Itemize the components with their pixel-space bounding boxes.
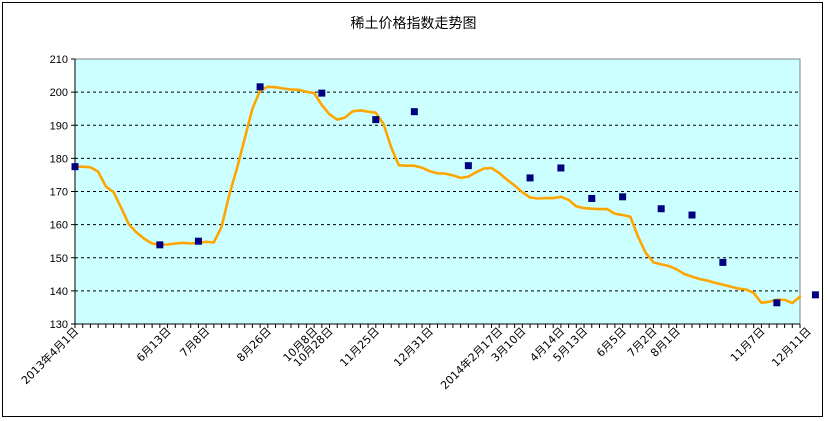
data-point-marker: [719, 258, 727, 266]
y-tick-label: 170: [50, 187, 68, 199]
data-point-marker: [318, 89, 326, 97]
data-point-marker: [410, 108, 418, 116]
markers: [71, 83, 819, 307]
data-point-marker: [773, 299, 781, 307]
x-tick-label: 2013年4月1日: [18, 324, 81, 387]
data-point-marker: [526, 174, 534, 182]
data-point-marker: [194, 237, 202, 245]
y-tick-label: 180: [50, 153, 68, 165]
y-tick-label: 140: [50, 286, 68, 298]
data-point-marker: [588, 194, 596, 202]
data-point-marker: [688, 211, 696, 219]
data-point-marker: [372, 116, 380, 124]
gridlines: [75, 91, 800, 292]
x-tick-label: 12月11日: [769, 325, 814, 370]
x-tick-label: 12月31日: [391, 325, 436, 370]
y-tick-label: 210: [50, 54, 68, 66]
x-tick-label: 11月25日: [337, 325, 382, 370]
data-point-marker: [156, 241, 164, 249]
x-tick-label: 8月26日: [234, 325, 274, 365]
data-point-marker: [71, 163, 79, 171]
data-point-marker: [811, 291, 819, 299]
data-point-marker: [256, 83, 264, 91]
x-tick-label: 11月7日: [728, 325, 768, 365]
x-tick-label: 7月8日: [178, 325, 213, 360]
y-tick-label: 200: [50, 87, 68, 99]
chart-title: 稀土价格指数走势图: [350, 16, 477, 32]
data-point-marker: [657, 205, 665, 213]
x-tick-label: 6月13日: [134, 325, 174, 365]
y-axis: 130 140 150 160 170 180 190 200 210: [50, 54, 76, 331]
data-point-marker: [557, 164, 565, 172]
data-point-marker: [464, 162, 472, 170]
y-tick-label: 150: [50, 253, 68, 265]
y-tick-label: 190: [50, 120, 68, 132]
y-tick-label: 160: [50, 220, 68, 232]
x-tick-label: 6月5日: [594, 325, 629, 360]
y-tick-label: 130: [50, 319, 68, 331]
data-point-marker: [619, 193, 627, 201]
